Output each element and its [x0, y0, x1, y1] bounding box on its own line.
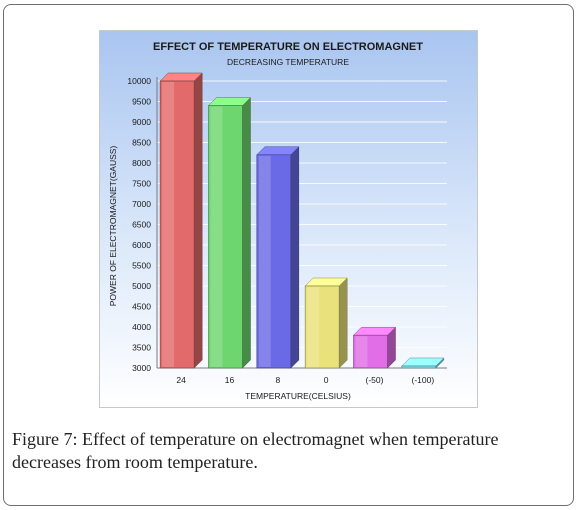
y-tick-label: 10000 [127, 76, 151, 86]
y-tick-label: 6500 [132, 220, 151, 230]
bar [208, 105, 243, 369]
bar [353, 334, 388, 369]
y-tick-label: 4000 [132, 322, 151, 332]
figure-label: Figure 7: [12, 429, 78, 449]
y-tick-label: 9500 [132, 97, 151, 107]
bar [304, 285, 340, 369]
bar-highlight [162, 82, 175, 367]
x-tick-label: (-100) [411, 375, 434, 385]
bar [401, 365, 437, 369]
chart-title: EFFECT OF TEMPERATURE ON ELECTROMAGNET [153, 41, 423, 53]
y-tick-label: 3000 [132, 363, 151, 373]
bar-chart: EFFECT OF TEMPERATURE ON ELECTROMAGNET D… [100, 31, 477, 407]
x-tick-label: (-50) [366, 375, 384, 385]
x-tick-label: 0 [324, 375, 329, 385]
bar-side [290, 146, 300, 369]
bar-highlight [258, 155, 271, 367]
x-axis-label: TEMPERATURE(CELSIUS) [245, 391, 351, 401]
bar-highlight [210, 106, 223, 367]
plot-area: 3000 3500 4000 4500 5000 5500 6000 6500 7000 7500… [127, 72, 447, 385]
y-tick-label: 6000 [132, 240, 151, 250]
x-tick-label: 8 [275, 375, 280, 385]
y-tick-label: 5000 [132, 281, 151, 291]
y-tick-label: 7000 [132, 199, 151, 209]
chart-container: EFFECT OF TEMPERATURE ON ELECTROMAGNET D… [99, 30, 478, 408]
bar-highlight [355, 336, 368, 367]
y-tick-label: 3500 [132, 343, 151, 353]
y-tick-label: 9000 [132, 117, 151, 127]
figure-text: Effect of temperature on electromagnet w… [12, 429, 499, 472]
y-tick-label: 4500 [132, 302, 151, 312]
x-tick-label: 16 [225, 375, 235, 385]
bar-highlight [307, 287, 320, 367]
bar [256, 154, 292, 369]
y-tick-label: 8000 [132, 158, 151, 168]
y-tick-label: 5500 [132, 261, 151, 271]
bar-side [338, 277, 348, 369]
figure-caption: Figure 7: Effect of temperature on elect… [12, 428, 568, 474]
chart-subtitle: DECREASING TEMPERATURE [227, 57, 349, 67]
bar-side [193, 72, 203, 369]
bar [159, 80, 195, 369]
bar-side [242, 96, 251, 369]
y-tick-label: 7500 [132, 179, 151, 189]
y-axis-label: POWER OF ELECTROMAGNET(GAUSS) [108, 146, 118, 307]
y-tick-label: 8500 [132, 138, 151, 148]
x-tick-label: 24 [176, 375, 186, 385]
